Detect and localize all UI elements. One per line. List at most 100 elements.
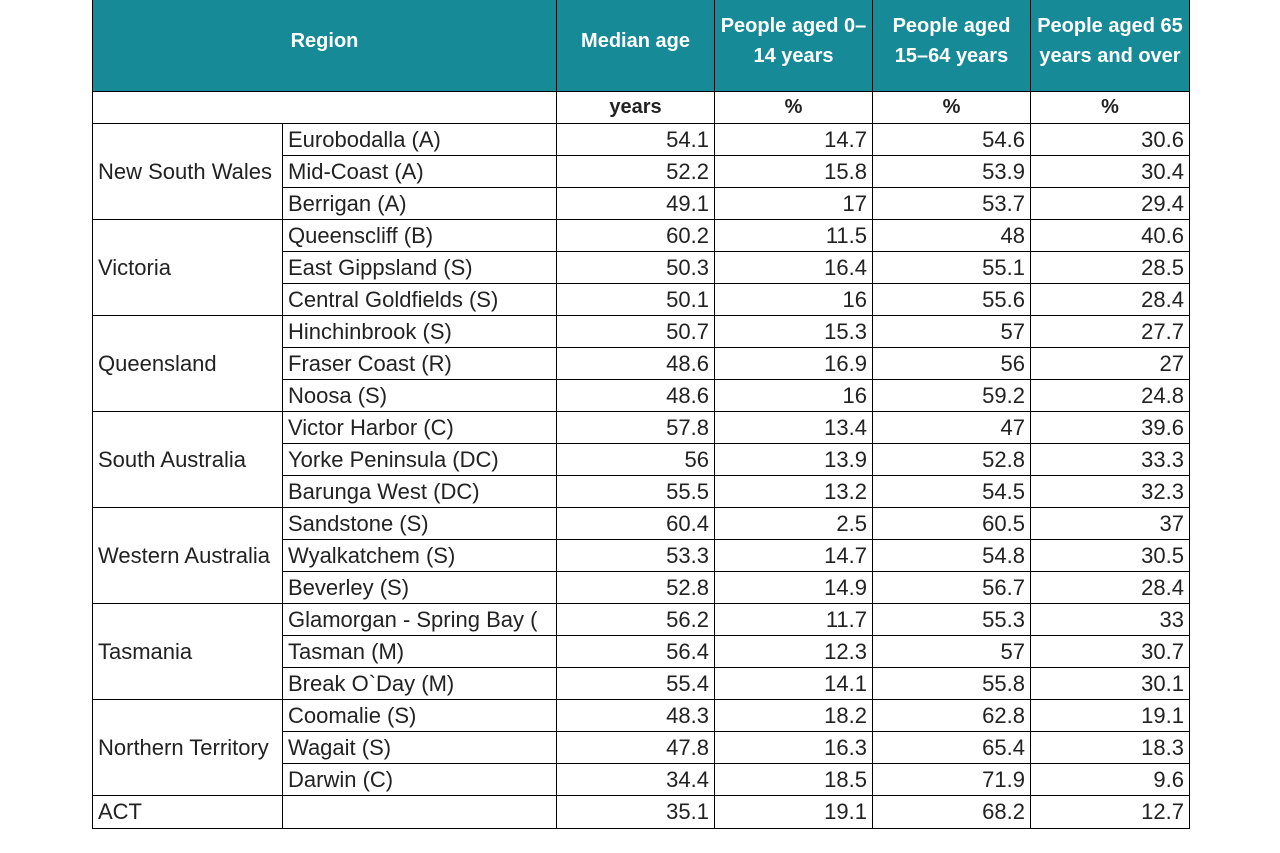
units-blank: [92, 91, 557, 124]
value-cell: 14.7: [714, 539, 873, 572]
state-name: Victoria: [92, 219, 283, 316]
data-row: Tasman (M) 56.4 12.3 57 30.7: [93, 635, 1190, 668]
state-name: ACT: [92, 795, 283, 829]
column-header: Median age: [556, 0, 715, 92]
value-cell: 40.6: [1030, 219, 1190, 252]
column-header: People aged 0–14 years: [714, 0, 873, 92]
data-row: Western Australia Sandstone (S) 60.4 2.5 60.…: [92, 507, 1190, 604]
value-cell: 14.1: [714, 667, 873, 700]
header-row: Region Median age People aged 0–14 years Pe…: [92, 0, 1190, 92]
value-cell: 30.5: [1030, 539, 1190, 572]
value-cell: 16: [714, 283, 873, 316]
value-cell: 65.4: [872, 731, 1031, 764]
value-cell: 14.7: [714, 123, 873, 156]
value-cell: 29.4: [1030, 187, 1190, 220]
data-row: Central Goldfields (S) 50.1 16 55.6 28.4: [93, 283, 1190, 316]
value-cell: 59.2: [872, 379, 1031, 412]
unit-label: %: [872, 91, 1031, 124]
data-row: Wyalkatchem (S) 53.3 14.7 54.8 30.5: [93, 539, 1190, 572]
data-row: Queensland Hinchinbrook (S) 50.7 15.3 57 27.7: [92, 315, 1190, 412]
value-cell: 56: [872, 347, 1031, 380]
value-cell: 55.8: [872, 667, 1031, 700]
value-cell: 53.7: [872, 187, 1031, 220]
state-name: Queensland: [92, 315, 283, 412]
value-cell: 54.5: [872, 475, 1031, 508]
value-cell: 55.1: [872, 251, 1031, 284]
value-cell: 39.6: [1030, 411, 1190, 444]
value-cell: 53.3: [556, 539, 715, 572]
state-name: Tasmania: [92, 603, 283, 700]
unit-label: years: [556, 91, 715, 124]
state-name: New South Wales: [92, 123, 283, 220]
value-cell: 30.4: [1030, 155, 1190, 188]
value-cell: 30.7: [1030, 635, 1190, 668]
state-name: Western Australia: [92, 507, 283, 604]
value-cell: 18.5: [714, 763, 873, 796]
area-name: Hinchinbrook (S): [282, 315, 557, 348]
value-cell: 52.2: [556, 155, 715, 188]
value-cell: 60.4: [556, 507, 715, 540]
state-name: Northern Territory: [92, 699, 283, 796]
value-cell: 57: [872, 635, 1031, 668]
value-cell: 55.5: [556, 475, 715, 508]
column-header: People aged 15–64 years: [872, 0, 1031, 92]
value-cell: 55.6: [872, 283, 1031, 316]
value-cell: 54.8: [872, 539, 1031, 572]
value-cell: 11.5: [714, 219, 873, 252]
data-row: Break O`Day (M) 55.4 14.1 55.8 30.1: [93, 667, 1190, 700]
units-row: years%%%: [92, 91, 1190, 124]
value-cell: 54.1: [556, 123, 715, 156]
value-cell: 52.8: [556, 571, 715, 604]
data-row: Yorke Peninsula (DC) 56 13.9 52.8 33.3: [93, 443, 1190, 476]
value-cell: 15.8: [714, 155, 873, 188]
area-name: Coomalie (S): [282, 699, 557, 732]
value-cell: 19.1: [1030, 699, 1190, 732]
value-cell: 56: [556, 443, 715, 476]
data-row: Tasmania Glamorgan - Spring Bay (56.2 11.7…: [92, 603, 1190, 700]
value-cell: 57.8: [556, 411, 715, 444]
value-cell: 57: [872, 315, 1031, 348]
value-cell: 32.3: [1030, 475, 1190, 508]
value-cell: 19.1: [714, 795, 873, 829]
area-name: East Gippsland (S): [282, 251, 557, 284]
column-header: Region: [92, 0, 557, 92]
value-cell: 56.7: [872, 571, 1031, 604]
value-cell: 55.3: [872, 603, 1031, 636]
value-cell: 9.6: [1030, 763, 1190, 796]
value-cell: 12.3: [714, 635, 873, 668]
value-cell: 48.6: [556, 347, 715, 380]
area-name: Break O`Day (M): [282, 667, 557, 700]
area-name: Queenscliff (B): [282, 219, 557, 252]
value-cell: 54.6: [872, 123, 1031, 156]
unit-label: %: [714, 91, 873, 124]
column-header: People aged 65 years and over: [1030, 0, 1190, 92]
value-cell: 13.9: [714, 443, 873, 476]
value-cell: 48: [872, 219, 1031, 252]
value-cell: 55.4: [556, 667, 715, 700]
value-cell: 14.9: [714, 571, 873, 604]
value-cell: 28.5: [1030, 251, 1190, 284]
value-cell: 33.3: [1030, 443, 1190, 476]
area-blank: [282, 795, 557, 829]
area-name: Wagait (S): [282, 731, 557, 764]
value-cell: 71.9: [872, 763, 1031, 796]
value-cell: 37: [1030, 507, 1190, 540]
value-cell: 28.4: [1030, 571, 1190, 604]
value-cell: 49.1: [556, 187, 715, 220]
value-cell: 30.1: [1030, 667, 1190, 700]
value-cell: 50.3: [556, 251, 715, 284]
area-name: Mid-Coast (A): [282, 155, 557, 188]
value-cell: 50.7: [556, 315, 715, 348]
value-cell: 27.7: [1030, 315, 1190, 348]
value-cell: 56.2: [556, 603, 715, 636]
area-name: Yorke Peninsula (DC): [282, 443, 557, 476]
value-cell: 18.3: [1030, 731, 1190, 764]
value-cell: 50.1: [556, 283, 715, 316]
data-row: Victoria Queenscliff (B) 60.2 11.5 48 40.6: [92, 219, 1190, 316]
area-name: Victor Harbor (C): [282, 411, 557, 444]
value-cell: 33: [1030, 603, 1190, 636]
state-name: South Australia: [92, 411, 283, 508]
value-cell: 13.4: [714, 411, 873, 444]
data-row: Fraser Coast (R) 48.6 16.9 56 27: [93, 347, 1190, 380]
